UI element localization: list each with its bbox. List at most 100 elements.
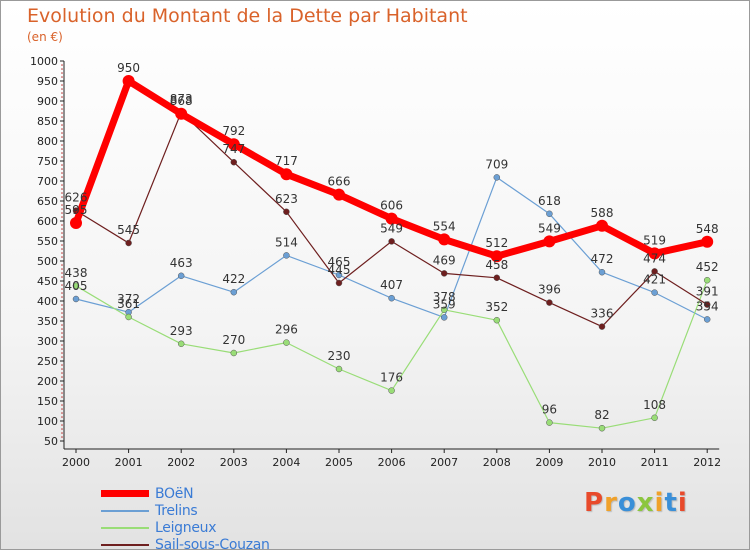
y-minor-dot (61, 288, 63, 290)
data-point (493, 316, 501, 324)
data-point (280, 168, 293, 181)
y-minor-dot (61, 312, 63, 314)
y-tick-label: 150 (37, 395, 58, 408)
data-point (438, 233, 451, 246)
y-tick-label: 550 (37, 235, 58, 248)
legend-swatch (101, 526, 149, 529)
y-minor-dot (61, 244, 63, 246)
y-tick-label: 700 (37, 175, 58, 188)
y-minor-dot (61, 76, 63, 78)
data-point (493, 274, 501, 282)
x-tick-label: 2001 (115, 456, 143, 469)
data-label: 396 (538, 283, 561, 297)
y-tick-label: 950 (37, 75, 58, 88)
y-minor-dot (61, 252, 63, 254)
y-minor-dot (61, 144, 63, 146)
y-minor-dot (61, 344, 63, 346)
data-point (543, 235, 556, 248)
y-minor-dot (61, 392, 63, 394)
y-minor-dot (61, 384, 63, 386)
x-tick-label: 2011 (641, 456, 669, 469)
legend-swatch (101, 543, 149, 546)
y-minor-dot (61, 72, 63, 74)
data-point (493, 174, 501, 181)
data-label: 549 (380, 221, 403, 235)
y-minor-dot (61, 372, 63, 374)
y-minor-dot (61, 136, 63, 138)
data-point (703, 276, 711, 284)
data-label: 352 (485, 300, 508, 314)
y-tick-label: 1000 (30, 55, 58, 68)
data-point (335, 279, 343, 287)
y-minor-dot (61, 132, 63, 134)
y-minor-dot (61, 432, 63, 434)
y-minor-dot (61, 172, 63, 174)
legend-item: Sail-sous-Couzan (101, 536, 270, 549)
data-label: 354 (696, 299, 719, 313)
y-minor-dot (61, 184, 63, 186)
y-tick-label: 900 (37, 95, 58, 108)
data-label: 868 (170, 94, 193, 108)
y-minor-dot (61, 204, 63, 206)
data-label: 474 (643, 251, 666, 265)
data-point (230, 158, 238, 166)
data-label: 469 (433, 253, 456, 267)
data-point (177, 272, 185, 280)
y-minor-dot (61, 256, 63, 258)
y-minor-dot (61, 272, 63, 274)
data-point (440, 314, 448, 321)
data-point (125, 239, 132, 247)
y-minor-dot (61, 128, 63, 130)
data-point (440, 270, 448, 277)
x-tick-label: 2006 (378, 456, 406, 469)
data-label: 452 (696, 260, 719, 274)
y-tick-label: 350 (37, 315, 58, 328)
series-line-leigneux (75, 279, 708, 429)
y-minor-dot (61, 104, 63, 106)
data-point (122, 75, 135, 87)
y-minor-dot (61, 264, 63, 266)
data-point (385, 212, 398, 225)
data-point (230, 288, 238, 296)
data-label: 405 (65, 279, 88, 293)
y-minor-dot (61, 176, 63, 178)
y-minor-dot (61, 236, 63, 238)
x-tick-label: 2008 (483, 456, 511, 469)
y-minor-dot (61, 296, 63, 298)
data-point (388, 387, 395, 394)
legend-label: BOëN (155, 485, 194, 502)
y-minor-dot (61, 148, 63, 150)
data-label: 626 (65, 191, 88, 205)
data-label: 270 (222, 333, 245, 347)
legend-swatch (101, 509, 149, 512)
y-minor-dot (61, 404, 63, 406)
y-minor-dot (61, 376, 63, 378)
data-point (388, 238, 395, 245)
y-minor-dot (61, 96, 63, 98)
x-tick-label: 2005 (325, 456, 353, 469)
data-point (230, 349, 238, 357)
y-minor-dot (61, 192, 63, 194)
y-minor-dot (61, 416, 63, 418)
y-tick-label: 750 (37, 155, 58, 168)
data-label: 545 (117, 223, 140, 237)
y-minor-dot (61, 268, 63, 270)
data-label: 96 (542, 403, 557, 417)
x-tick-label: 2009 (535, 456, 563, 469)
data-label: 445 (328, 263, 351, 277)
data-point (388, 294, 395, 302)
data-label: 623 (275, 192, 298, 206)
data-point (333, 188, 345, 201)
y-tick-label: 50 (44, 435, 58, 448)
y-minor-dot (61, 92, 63, 94)
data-point (703, 316, 711, 323)
y-minor-dot (61, 424, 63, 426)
data-point (175, 107, 188, 120)
y-minor-dot (61, 156, 63, 158)
data-point (283, 252, 290, 259)
data-point (335, 271, 343, 279)
data-point (546, 419, 553, 426)
data-label: 512 (485, 236, 508, 250)
data-point (651, 289, 658, 296)
y-minor-dot (61, 308, 63, 310)
